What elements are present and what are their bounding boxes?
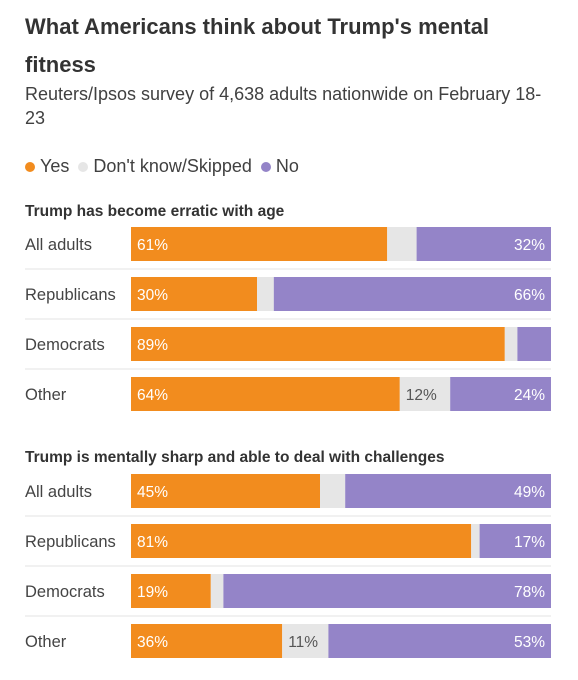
data-label-no: 24% [514,387,545,404]
category-label: All adults [25,236,92,254]
bar-segment-dont-know [210,574,224,608]
category-label: Republicans [25,286,116,304]
bar-segment-no [345,474,551,508]
bar-segment-dont-know [504,327,518,361]
legend-label-yes: Yes [40,156,70,176]
bar-segment-no [328,624,551,658]
panel-title: Trump is mentally sharp and able to deal… [25,449,444,466]
chart-panel-1: Trump has become erratic with age All adu… [25,203,551,411]
legend-swatch-dont-know [78,161,89,172]
legend-label-dont-know: Don't know/Skipped [93,156,252,176]
category-label: Republicans [25,533,116,551]
bar-segment-yes [131,624,283,658]
category-label: Other [25,633,67,651]
category-label: All adults [25,483,92,501]
bar-segment-no [479,524,551,558]
data-label-yes: 36% [137,634,168,651]
data-label-yes: 30% [137,287,168,304]
category-label: Democrats [25,336,105,354]
legend-item-no: No [260,156,299,177]
bar-segment-yes [131,474,320,508]
category-label: Democrats [25,583,105,601]
data-label-no: 49% [514,484,545,501]
data-label-no: 17% [514,534,545,551]
bar-segment-yes [131,277,257,311]
data-label-yes: 61% [137,237,168,254]
bar-segment-yes [131,227,388,261]
data-label-no: 32% [514,237,545,254]
data-label-no: 78% [514,584,545,601]
data-label-no: 66% [514,287,545,304]
data-label-yes: 64% [137,387,168,404]
bar-segment-dont-know [257,277,274,311]
bar-segment-no [416,227,551,261]
data-label-no: 53% [514,634,545,651]
bar-segment-no [517,327,551,361]
bar-segment-dont-know [282,624,329,658]
bar-segment-yes [131,574,211,608]
legend: Yes Don't know/Skipped No [25,156,308,177]
chart-subtitle: Reuters/Ipsos survey of 4,638 adults nat… [25,84,542,128]
data-label-dont-know: 12% [406,387,437,404]
data-label-yes: 19% [137,584,168,601]
legend-label-no: No [275,156,299,176]
bar-segment-yes [131,524,472,558]
bar-segment-dont-know [399,377,451,411]
data-label-yes: 45% [137,484,168,501]
bar-segment-yes [131,377,400,411]
chart-title: What Americans think about Trump's menta… [25,14,490,77]
legend-swatch-no [260,161,271,172]
bar-segment-dont-know [471,524,480,558]
bar-segment-no [273,277,551,311]
bar-segment-dont-know [387,227,417,261]
bar-segment-no [450,377,551,411]
bar-segment-yes [131,327,505,361]
category-label: Other [25,386,67,404]
legend-item-dont-know: Don't know/Skipped [78,156,252,177]
chart-panel-2: Trump is mentally sharp and able to deal… [25,449,551,658]
data-label-yes: 81% [137,534,168,551]
panel-title: Trump has become erratic with age [25,203,285,220]
legend-swatch-yes [25,161,35,172]
data-label-dont-know: 11% [288,634,318,651]
legend-item-yes: Yes [25,156,69,177]
bar-segment-dont-know [320,474,346,508]
data-label-yes: 89% [137,337,168,354]
bar-segment-no [223,574,551,608]
